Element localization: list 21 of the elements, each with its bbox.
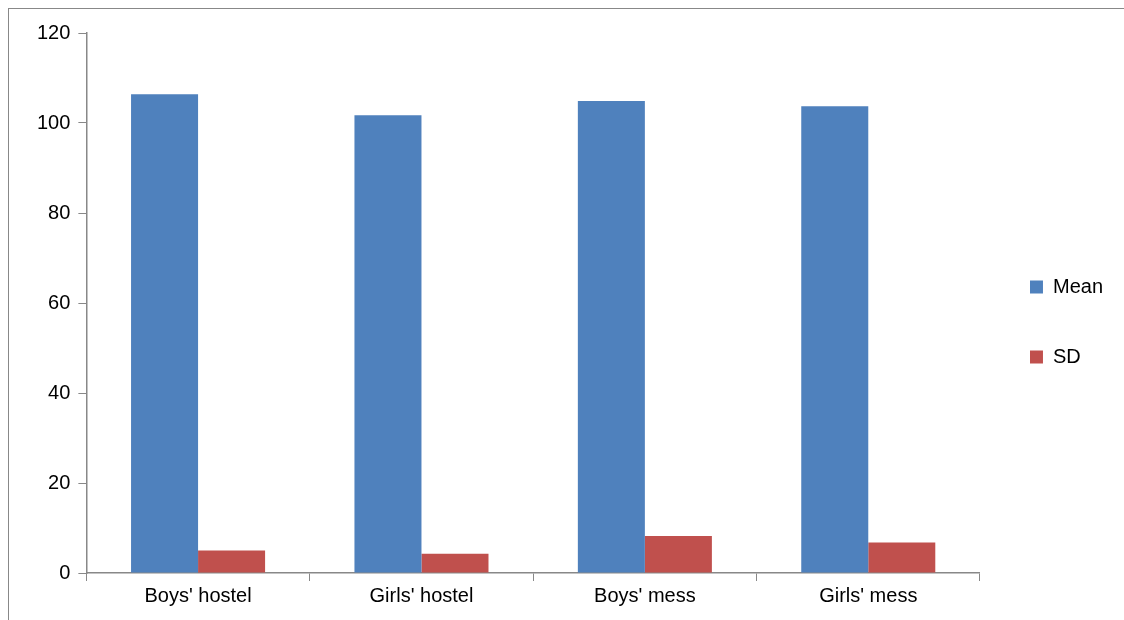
bar [801,106,869,573]
y-tick-label: 0 [59,560,71,583]
legend-label: SD [1052,344,1081,367]
legend-label: Mean [1052,274,1103,297]
bar [868,542,936,573]
y-tick-label: 100 [36,110,71,133]
bar [421,553,489,573]
bar [644,536,712,573]
y-tick-label: 60 [48,290,71,313]
y-tick-label: 40 [48,380,71,403]
y-tick-label: 20 [48,470,71,493]
bar [131,94,199,573]
x-tick-label: Boys' mess [594,583,696,606]
bar [577,100,645,573]
x-tick-label: Girls' hostel [369,583,474,606]
y-tick-label: 80 [48,200,71,223]
y-tick-label: 120 [36,20,71,43]
x-tick-label: Boys' hostel [144,583,252,606]
bar [198,550,266,573]
bar [354,115,422,573]
x-tick-label: Girls' mess [819,583,918,606]
